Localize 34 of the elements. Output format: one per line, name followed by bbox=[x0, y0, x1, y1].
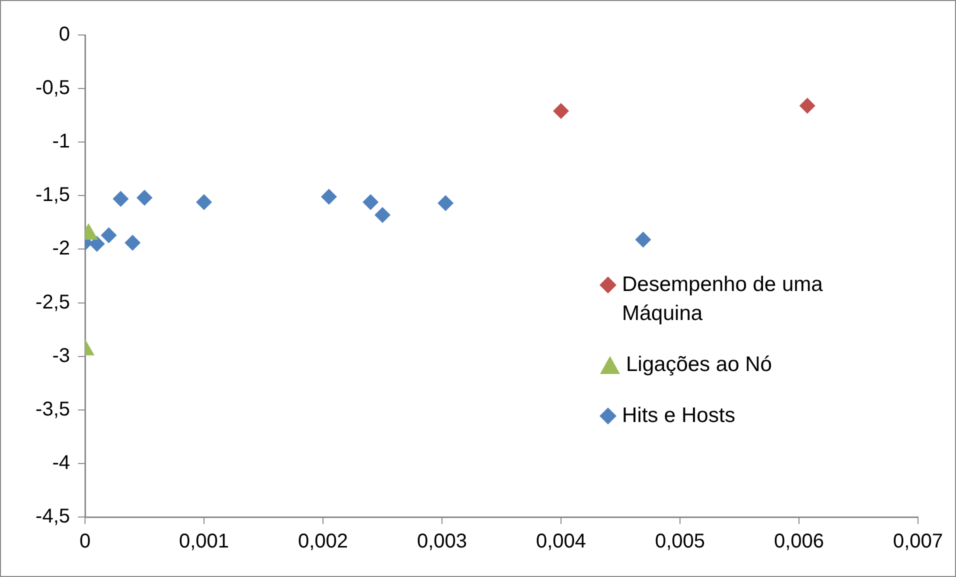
point bbox=[374, 206, 390, 223]
y-tick-label: -3 bbox=[52, 344, 70, 367]
y-tick-label: -4,5 bbox=[36, 506, 70, 528]
y-tick-label: -3,5 bbox=[36, 398, 70, 420]
point bbox=[112, 190, 129, 207]
x-tick-label: 0,005 bbox=[654, 530, 706, 553]
point bbox=[635, 232, 652, 248]
legend-label: Desempenho de uma Máquina bbox=[622, 272, 824, 327]
y-tick-label: -2,5 bbox=[36, 291, 70, 314]
legend-label: Ligações ao Nó bbox=[626, 352, 772, 378]
y-tick-label: -0,5 bbox=[36, 77, 70, 100]
point bbox=[196, 194, 212, 210]
point bbox=[362, 194, 379, 210]
y-tick-label: 0 bbox=[58, 24, 70, 46]
x-tick-label: 0,004 bbox=[536, 530, 586, 553]
y-tick-label: -4 bbox=[52, 452, 70, 474]
y-tick-label: -1,5 bbox=[36, 184, 70, 206]
point bbox=[553, 103, 569, 120]
x-tick-label: 0,006 bbox=[774, 530, 824, 553]
point bbox=[799, 98, 816, 114]
point bbox=[438, 195, 454, 212]
x-tick-label: 0,001 bbox=[178, 530, 230, 553]
point bbox=[100, 227, 117, 244]
legend-label: Hits e Hosts bbox=[622, 403, 736, 429]
point bbox=[320, 188, 337, 205]
x-tick-label: 0,002 bbox=[298, 530, 348, 553]
point bbox=[124, 234, 141, 251]
x-tick-label: 0,003 bbox=[416, 530, 468, 553]
x-tick-label: 0,007 bbox=[892, 530, 944, 553]
point bbox=[88, 236, 105, 252]
y-tick-label: -1 bbox=[52, 130, 70, 153]
x-tick-label: 0 bbox=[79, 530, 91, 553]
y-tick-label: -2 bbox=[52, 238, 70, 260]
point bbox=[136, 190, 152, 206]
